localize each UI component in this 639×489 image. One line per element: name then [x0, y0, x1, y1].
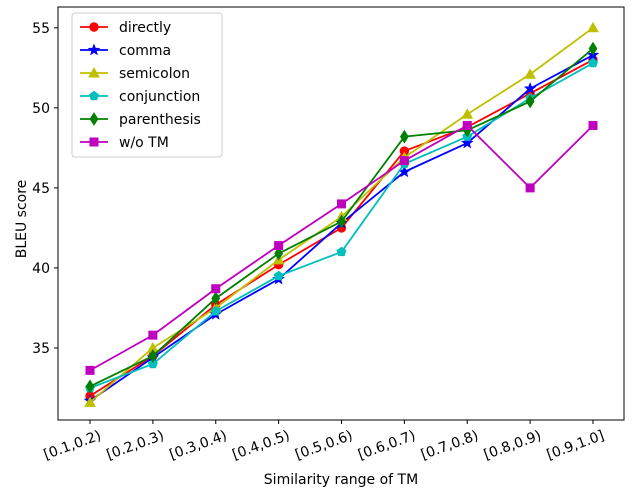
- legend-label-comma: comma: [119, 43, 171, 59]
- data-point-w-o-tm: [274, 241, 284, 251]
- data-point-parenthesis: [399, 129, 409, 144]
- data-point-parenthesis: [85, 379, 95, 394]
- data-point-w-o-tm: [399, 156, 409, 166]
- data-point-w-o-tm: [525, 183, 535, 193]
- legend-marker-parenthesis: [89, 112, 99, 126]
- data-point-conjunction: [273, 270, 284, 281]
- data-point-semicolon: [461, 108, 474, 119]
- legend-entry-w-o-tm: w/o TM: [80, 135, 169, 151]
- data-point-w-o-tm: [85, 365, 95, 375]
- y-tick-label: 55: [32, 21, 50, 37]
- legend-box: [71, 12, 223, 158]
- legend-entry-comma: comma: [80, 43, 171, 59]
- data-point-parenthesis: [274, 246, 284, 261]
- y-tick-label: 45: [32, 181, 50, 197]
- legend-marker-directly: [89, 22, 99, 32]
- data-point-semicolon: [524, 68, 536, 79]
- legend-entry-directly: directly: [80, 20, 171, 36]
- y-tick-label: 35: [32, 341, 50, 357]
- series-w-o-tm: [85, 120, 598, 375]
- legend-label-parenthesis: parenthesis: [119, 112, 201, 128]
- data-point-w-o-tm: [337, 199, 346, 209]
- data-point-comma: [460, 136, 474, 149]
- data-point-w-o-tm: [588, 120, 598, 130]
- data-point-conjunction: [336, 246, 347, 257]
- data-point-parenthesis: [588, 41, 598, 56]
- legend-marker-semicolon: [88, 66, 100, 78]
- y-tick-label: 50: [32, 101, 50, 117]
- data-point-conjunction: [588, 57, 598, 68]
- data-point-w-o-tm: [462, 120, 472, 130]
- data-point-comma: [523, 82, 537, 94]
- legend-label-conjunction: conjunction: [119, 89, 200, 105]
- plot-area: [83, 21, 600, 407]
- legend-entry-conjunction: conjunction: [80, 89, 200, 105]
- data-point-semicolon: [587, 21, 599, 33]
- legend-entry-semicolon: semicolon: [80, 66, 190, 82]
- data-point-parenthesis: [337, 214, 346, 229]
- data-point-parenthesis: [211, 291, 221, 306]
- data-point-conjunction: [210, 305, 221, 316]
- y-tick-label: 40: [32, 261, 50, 277]
- legend-marker-conjunction: [89, 90, 99, 101]
- data-point-conjunction: [147, 358, 158, 369]
- data-point-parenthesis: [148, 349, 158, 363]
- legend-marker-comma: [87, 43, 101, 56]
- y-axis-title: BLEU score: [14, 180, 30, 259]
- data-point-w-o-tm: [211, 284, 221, 294]
- legend: directly comma semicolon conjunction parenth…: [71, 12, 223, 158]
- legend-label-w-o-tm: w/o TM: [119, 135, 169, 151]
- legend-label-semicolon: semicolon: [119, 66, 190, 82]
- legend-marker-w-o-tm: [89, 137, 99, 147]
- legend-entry-parenthesis: parenthesis: [80, 112, 201, 128]
- legend-label-directly: directly: [119, 20, 171, 36]
- data-point-w-o-tm: [148, 330, 158, 340]
- data-point-semicolon: [84, 396, 96, 407]
- data-point-parenthesis: [525, 94, 535, 109]
- x-axis-title: Similarity range of TM: [264, 472, 418, 488]
- series-parenthesis: [85, 41, 598, 394]
